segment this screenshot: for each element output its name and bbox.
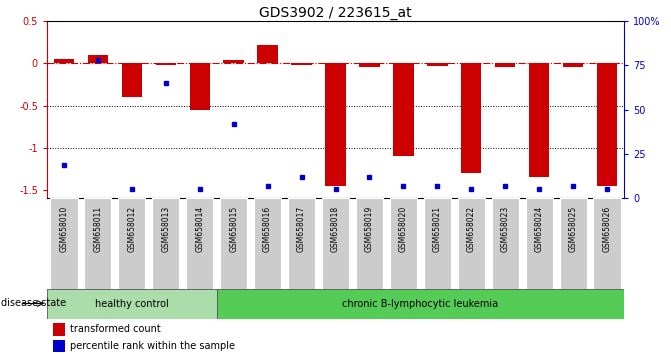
Text: GSM658023: GSM658023 — [501, 206, 510, 252]
Text: healthy control: healthy control — [95, 298, 168, 309]
Text: GSM658018: GSM658018 — [331, 206, 340, 252]
Text: transformed count: transformed count — [70, 324, 161, 334]
Text: chronic B-lymphocytic leukemia: chronic B-lymphocytic leukemia — [342, 298, 499, 309]
Bar — [288, 198, 315, 290]
Bar — [322, 198, 349, 290]
Bar — [291, 63, 312, 65]
Bar — [563, 63, 583, 67]
Text: GSM658020: GSM658020 — [399, 206, 408, 252]
Bar — [492, 198, 519, 290]
Text: GSM658015: GSM658015 — [229, 206, 238, 252]
Bar — [121, 63, 142, 97]
Bar — [85, 198, 111, 290]
Text: GSM658021: GSM658021 — [433, 206, 442, 252]
Bar — [118, 198, 146, 290]
Bar — [186, 198, 213, 290]
Bar — [53, 323, 66, 336]
Bar — [325, 63, 346, 185]
Text: disease state: disease state — [1, 298, 66, 308]
Text: GSM658024: GSM658024 — [535, 206, 544, 252]
Bar — [254, 198, 281, 290]
Title: GDS3902 / 223615_at: GDS3902 / 223615_at — [259, 6, 412, 20]
Bar — [525, 198, 553, 290]
Text: GSM658013: GSM658013 — [161, 206, 170, 252]
Bar — [88, 55, 108, 63]
Bar — [152, 198, 179, 290]
Bar — [189, 63, 210, 110]
Bar — [461, 63, 482, 173]
Bar — [156, 63, 176, 65]
Bar — [54, 59, 74, 63]
Text: GSM658014: GSM658014 — [195, 206, 204, 252]
Bar — [359, 63, 380, 67]
Bar — [390, 198, 417, 290]
Bar — [50, 198, 78, 290]
Bar — [593, 198, 621, 290]
Text: GSM658022: GSM658022 — [467, 206, 476, 252]
Bar — [223, 60, 244, 63]
Bar — [393, 63, 413, 156]
Bar — [217, 289, 624, 319]
Text: GSM658019: GSM658019 — [365, 206, 374, 252]
Bar — [529, 63, 550, 177]
Text: GSM658026: GSM658026 — [603, 206, 611, 252]
Bar — [47, 289, 217, 319]
Bar — [220, 198, 247, 290]
Bar — [495, 63, 515, 67]
Text: GSM658025: GSM658025 — [568, 206, 578, 252]
Bar — [53, 340, 66, 352]
Text: GSM658011: GSM658011 — [93, 206, 103, 252]
Bar — [560, 198, 586, 290]
Bar — [458, 198, 485, 290]
Bar — [427, 63, 448, 66]
Text: GSM658012: GSM658012 — [127, 206, 136, 252]
Bar — [356, 198, 383, 290]
Text: GSM658016: GSM658016 — [263, 206, 272, 252]
Bar — [597, 63, 617, 185]
Text: GSM658010: GSM658010 — [60, 206, 68, 252]
Text: percentile rank within the sample: percentile rank within the sample — [70, 341, 235, 351]
Bar — [258, 45, 278, 63]
Text: GSM658017: GSM658017 — [297, 206, 306, 252]
Bar — [424, 198, 451, 290]
